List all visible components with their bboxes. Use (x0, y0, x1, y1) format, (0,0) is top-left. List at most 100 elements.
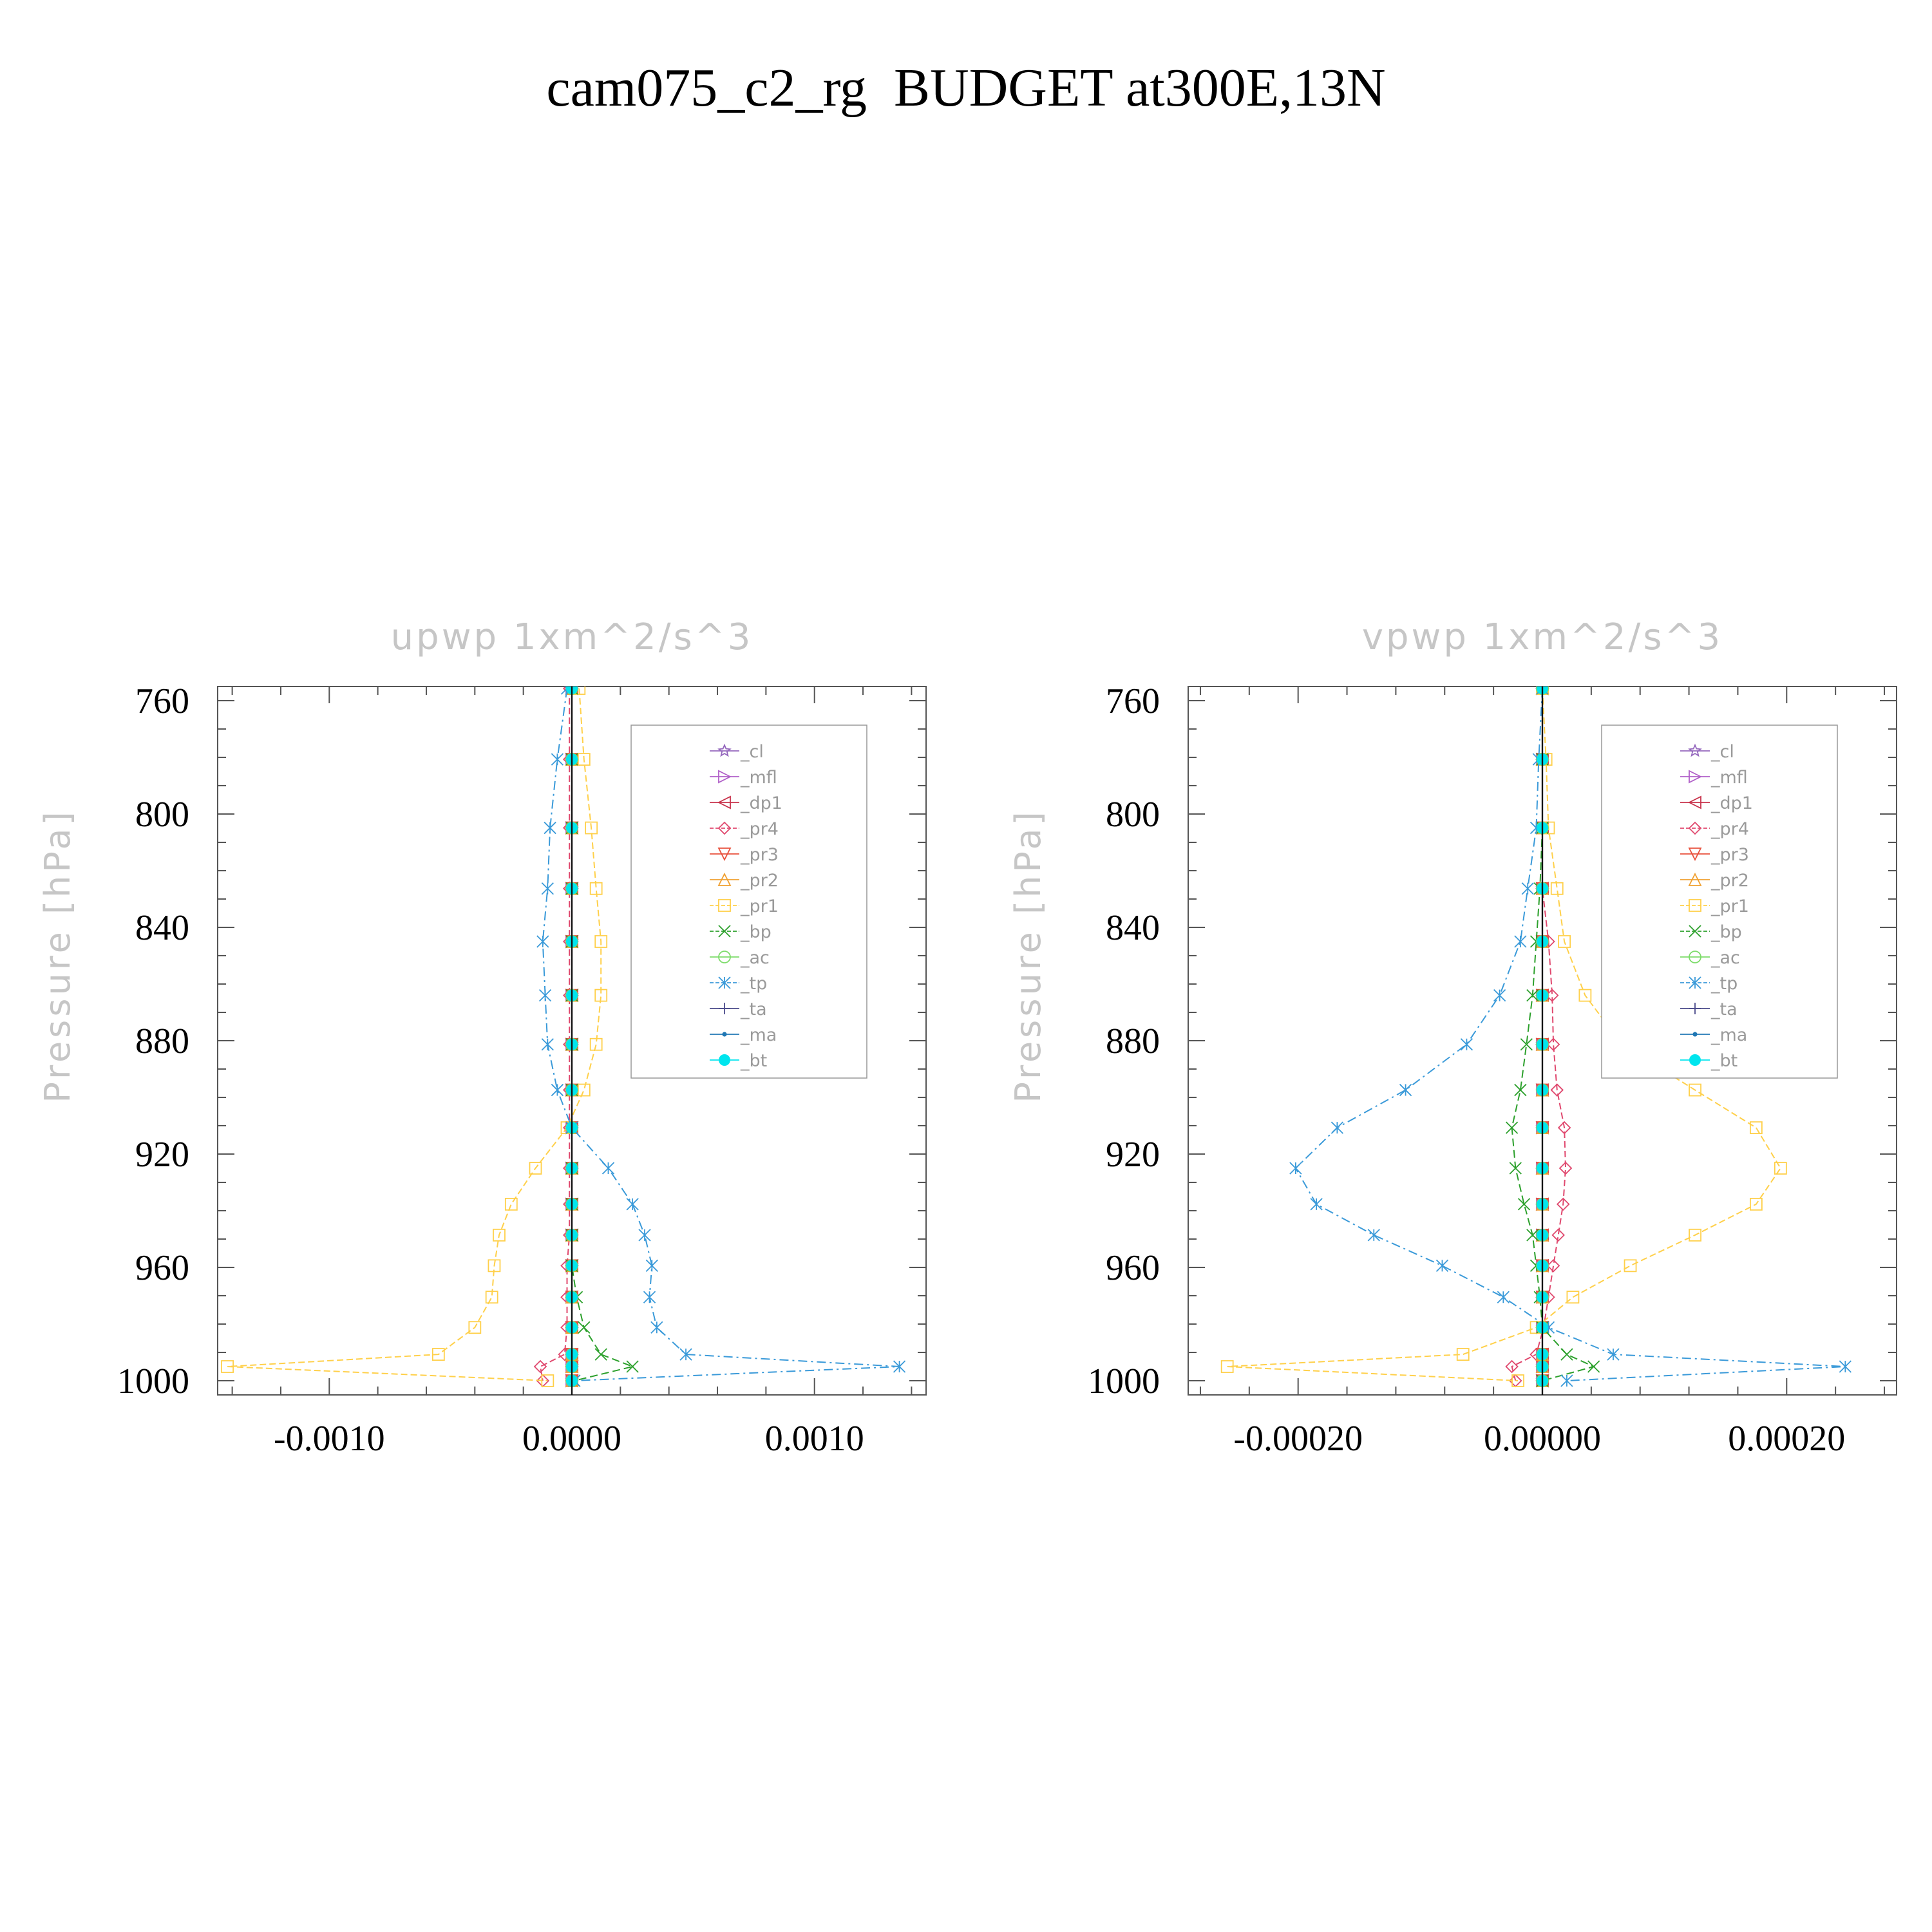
data-point-bp (1560, 1348, 1573, 1361)
legend-label: _bt (740, 1051, 767, 1071)
x-tick-label: -0.0010 (274, 1419, 385, 1459)
legend-marker (1688, 821, 1702, 835)
marker-triangle-down (717, 848, 732, 862)
marker-x (1587, 1360, 1600, 1373)
series-line-bp (1511, 688, 1596, 1381)
data-point-tp (1607, 1348, 1620, 1361)
y-tick-label: 880 (1106, 1021, 1160, 1061)
legend-item-pr1: _pr1 (1680, 896, 1749, 916)
legend-label: _pr1 (740, 896, 779, 916)
series-line-pr1 (1227, 688, 1781, 1381)
legend-item-cl: _cl (710, 742, 764, 762)
marker-asterisk (645, 1259, 658, 1272)
legend-marker (718, 770, 732, 784)
legend-label: _pr2 (740, 871, 779, 891)
legend-label: _mfl (1710, 768, 1748, 788)
data-point-bp (1587, 1360, 1600, 1373)
marker-square (577, 1083, 591, 1097)
marker-x (594, 1348, 607, 1361)
data-point-tp (551, 1083, 564, 1097)
marker-x (578, 1321, 591, 1334)
legend-item-pr4: _pr4 (710, 819, 779, 839)
panel-title: upwp 1xm^2/s^3 (391, 616, 753, 658)
series-pr4 (1505, 687, 1573, 1388)
marker-asterisk (1289, 1162, 1302, 1175)
legend-label: _ma (740, 1025, 777, 1045)
marker-triangle-left (1687, 795, 1701, 810)
legend-label: _ac (740, 948, 770, 968)
data-point-tp (638, 1229, 651, 1242)
data-point-tp (1514, 935, 1527, 948)
legend-label: _cl (1710, 742, 1734, 762)
legend-marker (1689, 770, 1703, 784)
data-point-tp (538, 989, 552, 1002)
legend-label: _ma (1710, 1025, 1747, 1045)
marker-dot (722, 1032, 727, 1037)
x-tick-label: 0.00000 (1484, 1419, 1601, 1459)
data-point-pr1 (1220, 1360, 1234, 1373)
marker-square (468, 1321, 482, 1334)
marker-asterisk (551, 1083, 564, 1097)
marker-square (504, 1197, 518, 1211)
marker-square (594, 935, 608, 948)
data-point-tp (626, 1198, 639, 1211)
legend-item-bt: _bt (1680, 1051, 1738, 1071)
data-point-pr4 (1556, 1197, 1570, 1211)
marker-x (626, 1360, 639, 1373)
marker-x (1526, 1229, 1539, 1242)
legend-item-bt: _bt (710, 1051, 767, 1071)
legend-label: _mfl (740, 768, 777, 788)
legend-marker (718, 899, 731, 912)
marker-square (585, 821, 598, 835)
legend-label: _pr4 (740, 819, 779, 839)
data-point-tp (650, 1321, 663, 1334)
y-axis-label: Pressure [hPa] (37, 808, 78, 1103)
series-pr1 (1220, 687, 1787, 1387)
y-axis-label: Pressure [hPa] (1008, 808, 1048, 1103)
data-point-tp (645, 1259, 658, 1272)
legend-label: _pr2 (1710, 871, 1749, 891)
legend-label: _pr1 (1710, 896, 1749, 916)
data-point-tp (643, 1291, 656, 1303)
legend-marker (718, 976, 731, 989)
marker-asterisk (1399, 1083, 1412, 1097)
data-point-bp (1520, 1038, 1533, 1051)
data-point-tp (1310, 1198, 1323, 1211)
legend-marker (1689, 951, 1701, 963)
marker-asterisk (541, 882, 554, 895)
marker-asterisk (1497, 1291, 1510, 1303)
data-point-tp (1497, 1291, 1510, 1303)
series-bp (1505, 687, 1600, 1387)
legend-marker (717, 743, 732, 757)
marker-square (1689, 899, 1701, 912)
data-point-tp (1460, 1038, 1473, 1051)
series-line-pr1 (227, 688, 602, 1381)
data-point-pr1 (221, 1360, 234, 1373)
legend-label: _pr3 (1710, 845, 1749, 865)
data-point-pr4 (1551, 1228, 1565, 1242)
marker-asterisk (1560, 1374, 1573, 1387)
data-point-pr1 (485, 1291, 498, 1304)
marker-x (1520, 1038, 1533, 1051)
legend-label: _ta (740, 999, 767, 1019)
legend-item-ta: _ta (1680, 999, 1738, 1019)
legend-label: _dp1 (1710, 793, 1753, 813)
data-point-pr1 (1558, 935, 1571, 948)
data-point-tp (1493, 989, 1506, 1002)
data-point-pr1 (1511, 1374, 1524, 1387)
y-tick-label: 840 (1106, 908, 1160, 948)
marker-diamond (717, 821, 732, 835)
marker-star (1688, 743, 1702, 757)
legend-label: _ac (1710, 948, 1740, 968)
legend-label: _pr4 (1710, 819, 1749, 839)
legend-marker (1689, 1003, 1701, 1014)
y-tick-label: 760 (1106, 681, 1160, 721)
marker-asterisk (538, 989, 552, 1002)
legend-marker (1688, 743, 1702, 757)
data-point-tp (679, 1348, 692, 1361)
marker-triangle-up (717, 872, 732, 886)
legend-marker (1692, 1032, 1698, 1037)
legend: _cl _mfl _dp1 _pr4 _pr3 _pr2 _pr1 _bp _ac _tp _ta _… (630, 724, 867, 1079)
legend-label: _bp (740, 922, 772, 942)
